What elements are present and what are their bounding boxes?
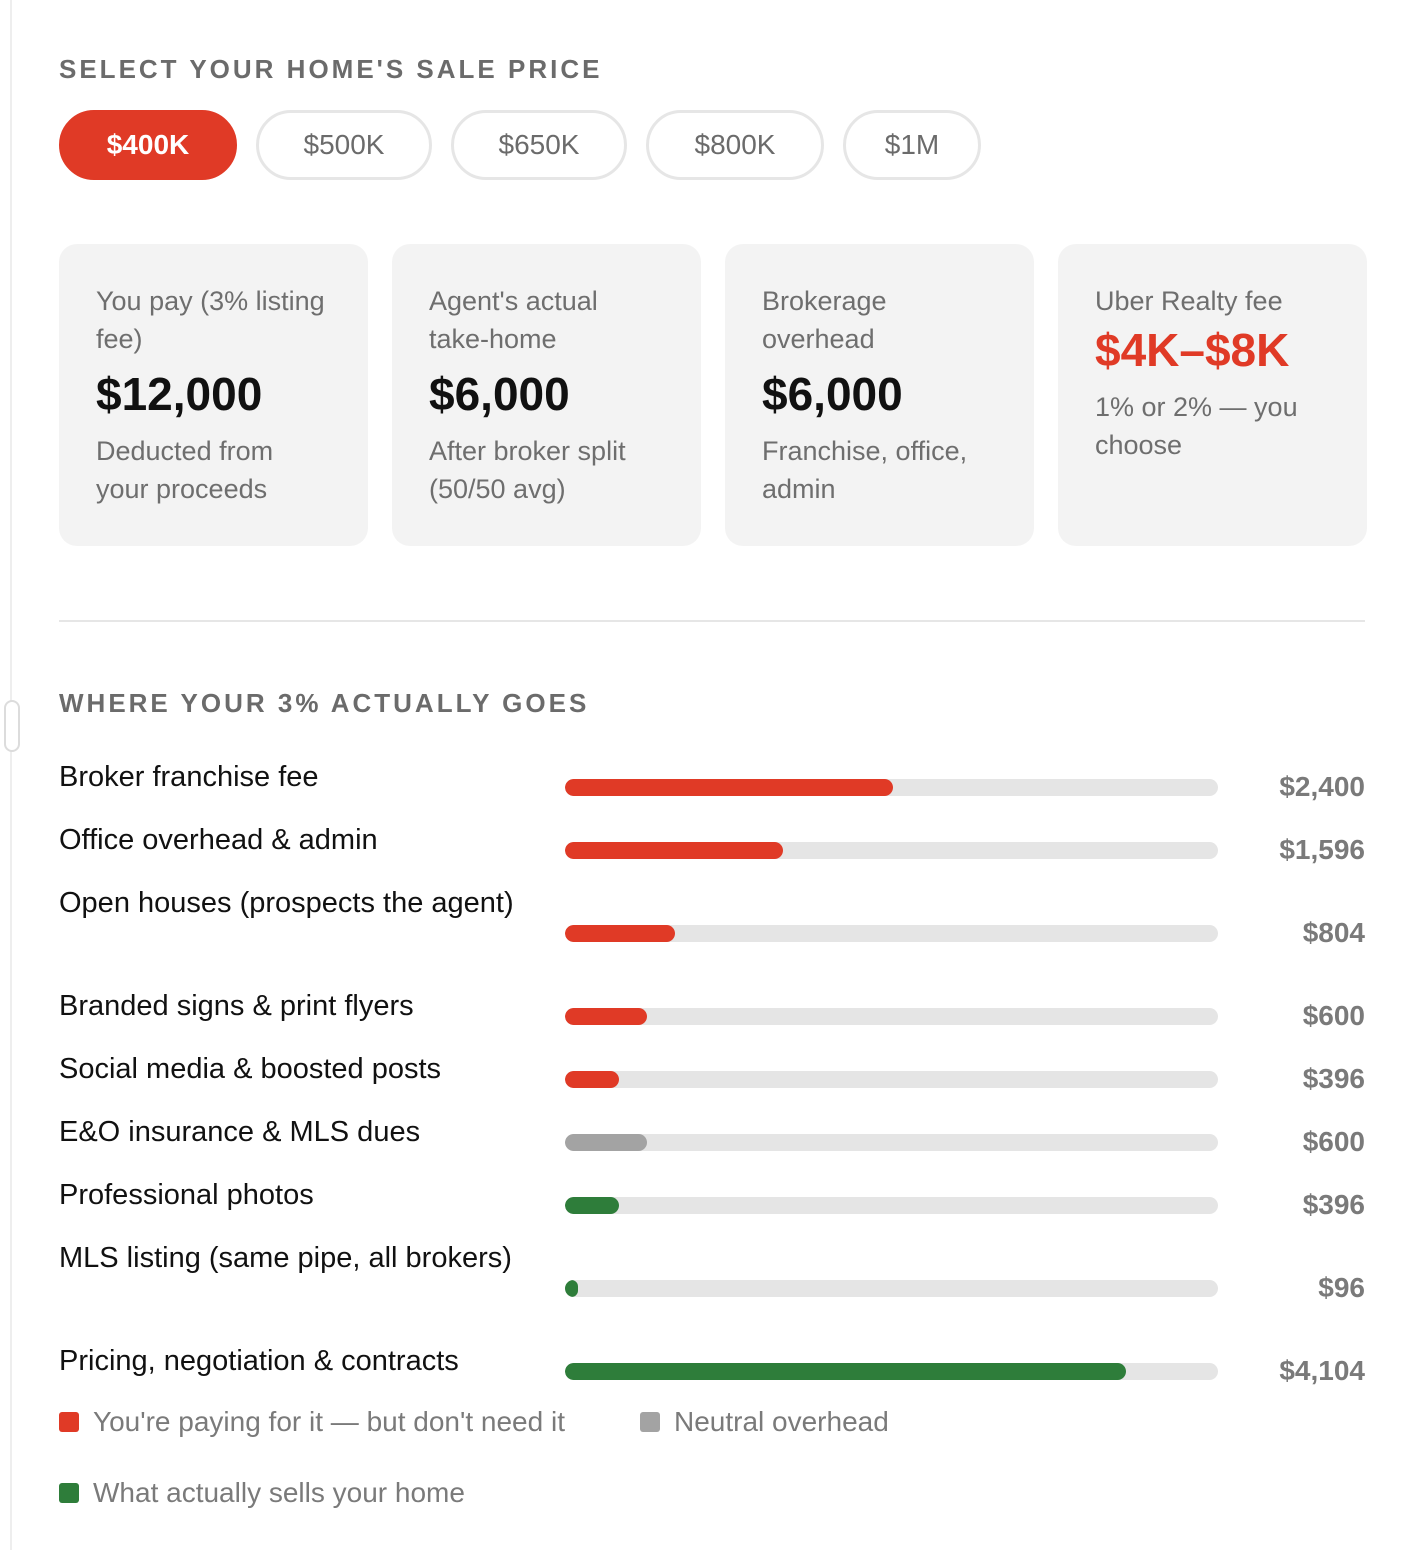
breakdown-row-label: MLS listing (same pipe, all brokers) [59,1242,512,1274]
breakdown-row: MLS listing (same pipe, all brokers) $96 [59,1226,1365,1329]
breakdown-bar-track [565,1007,1218,1025]
breakdown-list: Broker franchise fee $2,400 Office overhea… [59,745,1365,1392]
breakdown-row-label: Open houses (prospects the agent) [59,887,514,919]
card-label: Uber Realty fee [1095,286,1283,316]
price-option-button[interactable]: $650K [451,110,627,180]
breakdown-bar-fill [565,1070,620,1088]
breakdown-row-value: $396 [1302,1189,1365,1220]
breakdown-row-value: $600 [1302,1126,1365,1157]
breakdown-row-value: $1,596 [1279,834,1365,865]
price-section-label: SELECT YOUR HOME'S SALE PRICE [59,54,603,84]
breakdown-bar-track [565,1070,1218,1088]
breakdown-row-value: $804 [1302,917,1365,948]
breakdown-bar-fill [565,1362,1126,1380]
breakdown-row-label: Social media & boosted posts [59,1053,442,1085]
card-value: $12,000 [96,368,263,420]
breakdown-row-label: E&O insurance & MLS dues [59,1116,421,1148]
breakdown-row-value: $4,104 [1279,1355,1365,1386]
summary-card: You pay (3% listing fee) $12,000 Deducted … [59,244,368,546]
breakdown-row-value: $600 [1302,1000,1365,1031]
breakdown-bar-fill [565,1007,648,1025]
price-option-button[interactable]: $800K [646,110,824,180]
breakdown-bar-track [565,778,1218,796]
summary-card: Uber Realty fee $4K–$8K 1% or 2% — you cho… [1058,244,1367,546]
breakdown-section-label: WHERE YOUR 3% ACTUALLY GOES [59,688,590,718]
left-edge-border [10,0,12,1550]
breakdown-row: Social media & boosted posts $396 [59,1037,1365,1100]
breakdown-row: Branded signs & print flyers $600 [59,974,1365,1037]
breakdown-row: Pricing, negotiation & contracts $4,104 [59,1329,1365,1392]
legend-item: You're paying for it — but don't need it [59,1406,565,1438]
breakdown-row-value: $2,400 [1279,771,1365,802]
section-divider [59,620,1365,622]
card-note: Deducted from your proceeds [96,436,274,504]
card-note: After broker split (50/50 avg) [429,436,626,504]
card-value: $6,000 [762,368,903,420]
legend-item: What actually sells your home [59,1477,465,1509]
price-option-button[interactable]: $500K [256,110,432,180]
breakdown-bar-track [565,1133,1218,1151]
summary-card: Brokerage overhead $6,000 Franchise, offic… [725,244,1034,546]
card-label: Agent's actual take-home [429,286,598,354]
summary-card: Agent's actual take-home $6,000 After brok… [392,244,701,546]
card-note: Franchise, office, admin [762,436,968,504]
legend-label: Neutral overhead [674,1406,889,1437]
breakdown-bar-track [565,841,1218,859]
breakdown-row-value: $96 [1318,1272,1365,1303]
legend-swatch [59,1483,79,1503]
price-option-button[interactable]: $1M [843,110,981,180]
card-value: $6,000 [429,368,570,420]
card-value: $4K–$8K [1095,324,1290,376]
card-note: 1% or 2% — you choose [1095,392,1298,460]
breakdown-bar-track [565,924,1218,942]
breakdown-bar-fill [565,1279,579,1297]
breakdown-row: Professional photos $396 [59,1163,1365,1226]
breakdown-bar-fill [565,924,675,942]
breakdown-row-label: Office overhead & admin [59,824,378,856]
breakdown-row-label: Pricing, negotiation & contracts [59,1345,459,1377]
breakdown-bar-track [565,1196,1218,1214]
price-options: $400K $500K $650K $800K $1M [59,110,981,180]
breakdown-bar-fill [565,778,893,796]
breakdown-bar-track [565,1362,1218,1380]
card-label: Brokerage overhead [762,286,887,354]
resize-handle[interactable] [4,700,20,752]
breakdown-bar-fill [565,1133,648,1151]
breakdown-row: Broker franchise fee $2,400 [59,745,1365,808]
breakdown-row-label: Professional photos [59,1179,314,1211]
breakdown-bar-track [565,1279,1218,1297]
legend-label: You're paying for it — but don't need it [93,1406,565,1437]
breakdown-row: Office overhead & admin $1,596 [59,808,1365,871]
breakdown-row-label: Branded signs & print flyers [59,990,414,1022]
price-option-button[interactable]: $400K [59,110,237,180]
legend-swatch [59,1412,79,1432]
card-label: You pay (3% listing fee) [96,286,325,354]
summary-cards: You pay (3% listing fee) $12,000 Deducted … [59,244,1367,546]
breakdown-bar-fill [565,841,784,859]
breakdown-row: Open houses (prospects the agent) $804 [59,871,1365,974]
legend-swatch [640,1412,660,1432]
breakdown-bar-fill [565,1196,620,1214]
breakdown-row-label: Broker franchise fee [59,761,319,793]
breakdown-row-value: $396 [1302,1063,1365,1094]
legend-item: Neutral overhead [640,1406,889,1438]
legend-label: What actually sells your home [93,1477,465,1508]
breakdown-row: E&O insurance & MLS dues $600 [59,1100,1365,1163]
